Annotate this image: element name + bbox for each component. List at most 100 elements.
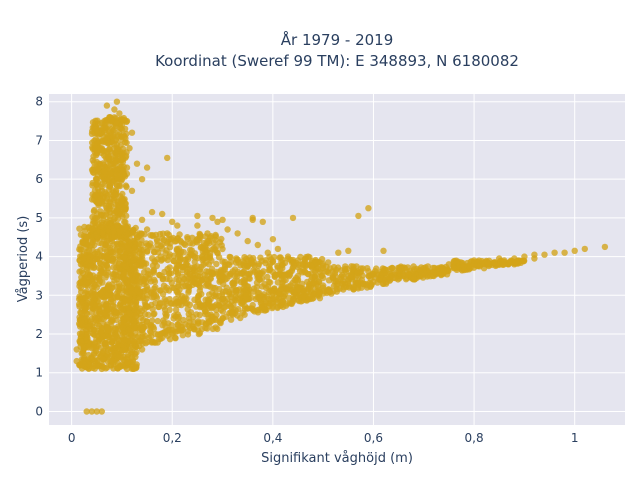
data-point [83, 272, 90, 280]
y-tick-label: 7 [35, 133, 43, 147]
data-point [114, 215, 122, 222]
data-point [314, 261, 322, 268]
data-point [435, 264, 443, 272]
data-point [98, 145, 106, 152]
data-point [98, 268, 106, 276]
data-point [294, 272, 302, 280]
data-point [83, 280, 90, 287]
data-point [93, 176, 101, 183]
data-point [308, 274, 316, 281]
data-point [430, 272, 437, 280]
y-tick-label: 4 [35, 250, 43, 264]
data-point [299, 294, 307, 301]
data-point [164, 256, 171, 264]
data-point [126, 294, 133, 301]
data-point [174, 222, 181, 229]
y-tick-label: 0 [35, 404, 43, 418]
data-point [78, 338, 85, 345]
data-point [294, 286, 302, 293]
data-point [189, 323, 196, 330]
data-point [169, 218, 176, 225]
data-point [257, 297, 264, 304]
data-point [126, 247, 133, 254]
data-point [390, 274, 397, 282]
data-point [93, 230, 101, 237]
data-point [209, 325, 217, 333]
data-point [316, 295, 324, 302]
data-point [365, 205, 372, 212]
data-point [107, 298, 115, 306]
data-point [169, 284, 176, 291]
data-point [93, 152, 100, 159]
data-point [400, 272, 407, 280]
data-point [105, 242, 112, 249]
data-point [124, 359, 131, 366]
data-point [152, 283, 159, 291]
data-point [90, 264, 98, 272]
data-point [440, 266, 448, 274]
data-point [83, 343, 90, 351]
data-point [267, 256, 275, 263]
data-point [106, 152, 113, 160]
data-point [259, 218, 266, 225]
x-tick-label: 0,6 [364, 431, 383, 445]
data-point [142, 340, 149, 347]
data-point [320, 282, 327, 289]
data-point [511, 255, 518, 262]
data-point [76, 279, 83, 287]
data-point [93, 255, 101, 263]
data-point [149, 294, 156, 301]
data-point [205, 278, 212, 285]
data-point [246, 254, 253, 261]
data-point [313, 273, 321, 280]
data-point [114, 354, 122, 362]
data-point [289, 214, 297, 222]
data-point [130, 255, 137, 263]
data-point [561, 249, 568, 256]
data-point [340, 286, 347, 293]
data-point [205, 300, 212, 307]
data-point [168, 322, 175, 329]
data-point [123, 164, 131, 171]
data-point [220, 280, 227, 288]
data-point [96, 239, 103, 246]
data-point [320, 274, 327, 282]
data-point [113, 222, 121, 229]
data-point [119, 244, 126, 251]
data-point [150, 269, 157, 276]
data-point [147, 327, 154, 335]
data-point [125, 305, 133, 312]
data-point [279, 297, 287, 305]
data-point [120, 301, 127, 309]
y-tick-label: 1 [35, 366, 43, 380]
data-point [177, 298, 185, 305]
data-point [94, 250, 101, 257]
data-point [264, 249, 271, 256]
data-point [176, 258, 183, 265]
data-point [238, 300, 246, 307]
data-point [225, 289, 233, 296]
data-point [108, 125, 116, 132]
data-point [132, 312, 140, 320]
data-point [162, 323, 169, 330]
data-point [73, 346, 80, 353]
data-point [181, 275, 188, 283]
data-point [114, 330, 121, 337]
data-point [194, 280, 201, 287]
data-point [233, 256, 240, 263]
data-point [571, 247, 578, 254]
data-point [501, 257, 508, 264]
data-point [104, 283, 112, 291]
data-point [370, 270, 377, 278]
data-point [78, 319, 85, 326]
data-point [126, 272, 133, 279]
data-point [330, 288, 337, 295]
data-point [99, 356, 107, 363]
data-point [113, 245, 121, 253]
data-point [320, 290, 327, 297]
data-point [93, 191, 101, 198]
data-point [198, 302, 205, 309]
data-point [148, 208, 156, 216]
data-point [445, 261, 453, 268]
